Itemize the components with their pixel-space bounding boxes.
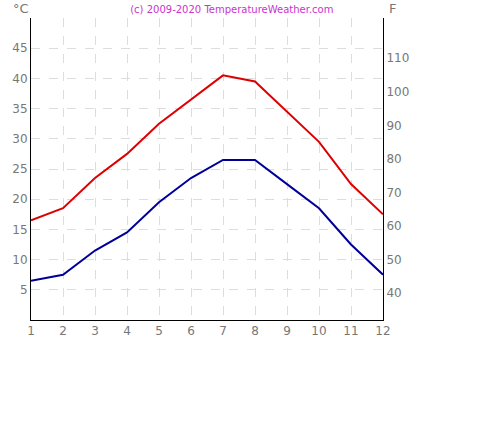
svg-text:10: 10 [311, 324, 326, 338]
svg-text:3: 3 [91, 324, 99, 338]
svg-text:60: 60 [386, 219, 401, 233]
svg-text:8: 8 [251, 324, 259, 338]
svg-text:2: 2 [59, 324, 67, 338]
svg-text:11: 11 [343, 324, 358, 338]
svg-text:10: 10 [12, 253, 27, 267]
svg-text:5: 5 [155, 324, 163, 338]
svg-text:70: 70 [386, 186, 401, 200]
svg-text:45: 45 [12, 41, 27, 55]
svg-text:35: 35 [12, 102, 27, 116]
svg-text:5: 5 [20, 283, 28, 297]
svg-text:F: F [389, 1, 396, 16]
svg-text:15: 15 [12, 223, 27, 237]
svg-text:100: 100 [386, 85, 409, 99]
svg-text:25: 25 [12, 162, 27, 176]
svg-text:50: 50 [386, 253, 401, 267]
svg-text:90: 90 [386, 119, 401, 133]
svg-text:20: 20 [12, 192, 27, 206]
svg-text:40: 40 [12, 72, 27, 86]
svg-text:30: 30 [12, 132, 27, 146]
svg-text:4: 4 [123, 324, 131, 338]
svg-text:80: 80 [386, 152, 401, 166]
svg-text:12: 12 [375, 324, 390, 338]
svg-text:9: 9 [283, 324, 291, 338]
svg-text:°C: °C [13, 1, 29, 16]
svg-text:(c) 2009-2020 TemperatureWeath: (c) 2009-2020 TemperatureWeather.com [130, 4, 333, 15]
svg-text:6: 6 [187, 324, 195, 338]
svg-text:7: 7 [219, 324, 227, 338]
svg-text:40: 40 [386, 286, 401, 300]
svg-text:110: 110 [386, 51, 409, 65]
svg-text:1: 1 [27, 324, 35, 338]
